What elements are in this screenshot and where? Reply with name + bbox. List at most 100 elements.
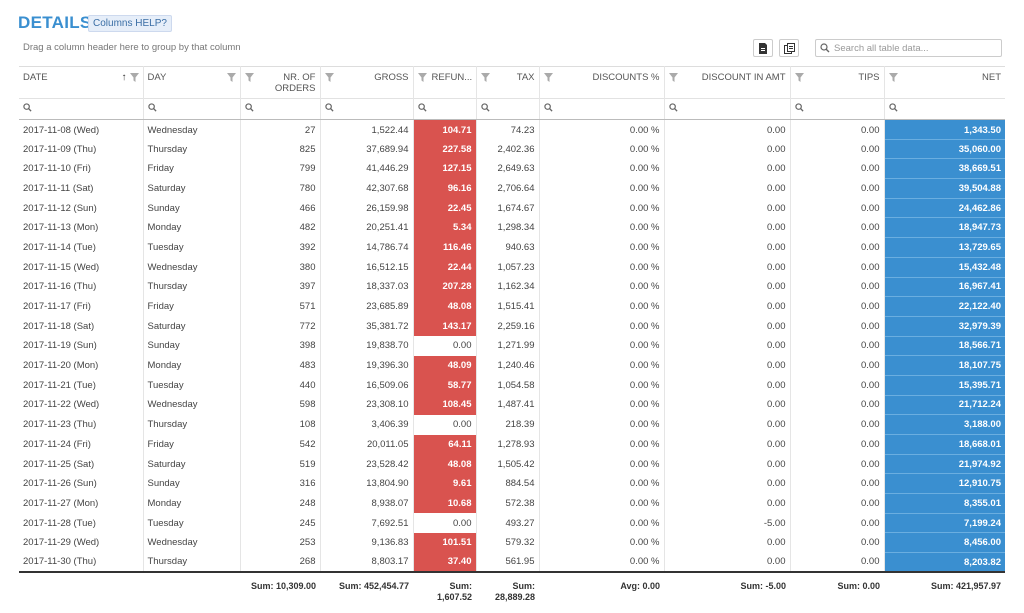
cell-refund: 0.00 [413, 336, 477, 356]
table-row[interactable]: 2017-11-19 (Sun) Sunday 398 19,838.70 0.00 1,… [19, 336, 1005, 357]
table-row[interactable]: 2017-11-21 (Tue) Tuesday 440 16,509.06 58.77… [19, 375, 1005, 396]
column-header-day[interactable]: DAY [143, 66, 241, 99]
column-filter-discount-amt[interactable] [664, 98, 791, 120]
column-filter-day[interactable] [143, 98, 241, 120]
search-input[interactable] [830, 42, 994, 54]
table-row[interactable]: 2017-11-29 (Wed) Wednesday 253 9,136.83 101.… [19, 532, 1005, 554]
table-row[interactable]: 2017-11-30 (Thu) Thursday 268 8,803.17 37.40… [19, 552, 1005, 573]
cell-refund: 207.28 [413, 277, 477, 297]
table-row[interactable]: 2017-11-18 (Sat) Saturday 772 35,381.72 143.… [19, 316, 1005, 337]
filter-icon[interactable] [417, 73, 427, 82]
table-row[interactable]: 2017-11-28 (Tue) Tuesday 245 7,692.51 0.00 49… [19, 513, 1005, 534]
table-row[interactable]: 2017-11-16 (Thu) Thursday 397 18,337.03 207.… [19, 277, 1005, 298]
filter-icon[interactable] [226, 73, 236, 82]
cell-refund: 108.45 [413, 395, 477, 415]
table-row[interactable]: 2017-11-17 (Fri) Friday 571 23,685.89 48.08 1… [19, 296, 1005, 317]
cell-discount-amt: 0.00 [664, 158, 791, 179]
column-header-date[interactable]: DATE ↑ [19, 66, 144, 99]
summary-date [19, 571, 143, 613]
column-header-net[interactable]: NET [884, 66, 1005, 99]
cell-gross: 3,406.39 [320, 414, 414, 435]
table-row[interactable]: 2017-11-26 (Sun) Sunday 316 13,804.90 9.61 88… [19, 473, 1005, 495]
column-filter-tips[interactable] [790, 98, 885, 120]
cell-net: 12,910.75 [884, 473, 1005, 495]
filter-icon[interactable] [668, 73, 678, 82]
cell-net: 8,203.82 [884, 552, 1005, 573]
table-row[interactable]: 2017-11-09 (Thu) Thursday 825 37,689.94 227.… [19, 139, 1005, 160]
sort-ascending-icon[interactable]: ↑ [121, 72, 127, 83]
cell-refund: 22.45 [413, 198, 477, 218]
column-filter-gross[interactable] [320, 98, 414, 120]
cell-orders: 245 [240, 513, 321, 533]
filter-icon[interactable] [794, 73, 804, 82]
column-filter-net[interactable] [884, 98, 1005, 120]
table-row[interactable]: 2017-11-20 (Mon) Monday 483 19,396.30 48.09 1… [19, 355, 1005, 376]
cell-tips: 0.00 [790, 158, 885, 179]
cell-gross: 19,396.30 [320, 355, 414, 376]
column-header-orders[interactable]: NR. OF ORDERS [240, 66, 321, 99]
cell-gross: 8,803.17 [320, 552, 414, 573]
filter-icon[interactable] [480, 73, 490, 82]
table-row[interactable]: 2017-11-10 (Fri) Friday 799 41,446.29 127.15… [19, 158, 1005, 180]
column-header-label: DISCOUNT IN AMT [701, 72, 786, 83]
column-header-label: DISCOUNTS % [592, 72, 660, 83]
cell-gross: 20,251.41 [320, 217, 414, 238]
table-search[interactable] [815, 39, 1002, 57]
columns-help-button[interactable]: Columns HELP? [88, 15, 172, 32]
table-row[interactable]: 2017-11-23 (Thu) Thursday 108 3,406.39 0.00 2… [19, 414, 1005, 435]
table-row[interactable]: 2017-11-08 (Wed) Wednesday 27 1,522.44 104.7… [19, 119, 1005, 140]
table-row[interactable]: 2017-11-12 (Sun) Sunday 466 26,159.98 22.45 1… [19, 198, 1005, 219]
column-filter-date[interactable] [19, 98, 144, 120]
cell-tips: 0.00 [790, 237, 885, 258]
column-chooser-button[interactable] [779, 39, 799, 57]
cell-date: 2017-11-23 (Thu) [19, 414, 144, 435]
cell-date: 2017-11-08 (Wed) [19, 119, 144, 140]
column-header-label: NR. OF ORDERS [274, 72, 316, 94]
group-by-drop-zone[interactable]: Drag a column header here to group by th… [23, 42, 241, 53]
filter-icon[interactable] [888, 73, 898, 82]
filter-icon[interactable] [244, 73, 254, 82]
cell-discount-amt: 0.00 [664, 552, 791, 573]
cell-discount-amt: 0.00 [664, 198, 791, 218]
column-filter-orders[interactable] [240, 98, 321, 120]
column-filter-refund[interactable] [413, 98, 477, 120]
table-row[interactable]: 2017-11-25 (Sat) Saturday 519 23,528.42 48.0… [19, 454, 1005, 475]
summary-refund: Sum: 1,607.52 [413, 571, 476, 613]
cell-refund: 48.08 [413, 454, 477, 474]
cell-discount-amt: 0.00 [664, 296, 791, 317]
table-row[interactable]: 2017-11-14 (Tue) Tuesday 392 14,786.74 116.4… [19, 237, 1005, 258]
table-row[interactable]: 2017-11-13 (Mon) Monday 482 20,251.41 5.34 1,… [19, 217, 1005, 239]
column-filter-tax[interactable] [476, 98, 540, 120]
cell-net: 18,668.01 [884, 434, 1005, 455]
table-row[interactable]: 2017-11-24 (Fri) Friday 542 20,011.05 64.11 1… [19, 434, 1005, 455]
cell-tax: 2,402.36 [476, 139, 540, 159]
cell-discounts-pct: 0.00 % [539, 178, 665, 199]
cell-orders: 268 [240, 552, 321, 573]
export-pdf-button[interactable] [753, 39, 773, 57]
table-row[interactable]: 2017-11-11 (Sat) Saturday 780 42,307.68 96.1… [19, 178, 1005, 199]
column-chooser-icon [783, 42, 795, 54]
table-row[interactable]: 2017-11-15 (Wed) Wednesday 380 16,512.15 22.… [19, 257, 1005, 278]
column-header-gross[interactable]: GROSS [320, 66, 414, 99]
column-header-discounts-pct[interactable]: DISCOUNTS % [539, 66, 665, 99]
table-row[interactable]: 2017-11-27 (Mon) Monday 248 8,938.07 10.68 57… [19, 493, 1005, 514]
cell-discounts-pct: 0.00 % [539, 375, 665, 396]
filter-icon[interactable] [129, 73, 139, 82]
cell-gross: 20,011.05 [320, 434, 414, 455]
table-row[interactable]: 2017-11-22 (Wed) Wednesday 598 23,308.10 108… [19, 395, 1005, 416]
cell-discount-amt: 0.00 [664, 119, 791, 140]
cell-discounts-pct: 0.00 % [539, 414, 665, 435]
cell-discount-amt: 0.00 [664, 473, 791, 494]
cell-tax: 1,240.46 [476, 355, 540, 376]
cell-tax: 884.54 [476, 473, 540, 494]
column-filter-discounts-pct[interactable] [539, 98, 665, 120]
column-header-discount-amt[interactable]: DISCOUNT IN AMT [664, 66, 791, 99]
filter-icon[interactable] [543, 73, 553, 82]
filter-icon[interactable] [324, 73, 334, 82]
cell-net: 18,566.71 [884, 336, 1005, 357]
column-header-refund[interactable]: REFUN... [413, 66, 477, 99]
cell-orders: 571 [240, 296, 321, 317]
column-header-tax[interactable]: TAX [476, 66, 540, 99]
column-header-tips[interactable]: TIPS [790, 66, 885, 99]
summary-discounts-pct: Avg: 0.00 [539, 571, 664, 613]
